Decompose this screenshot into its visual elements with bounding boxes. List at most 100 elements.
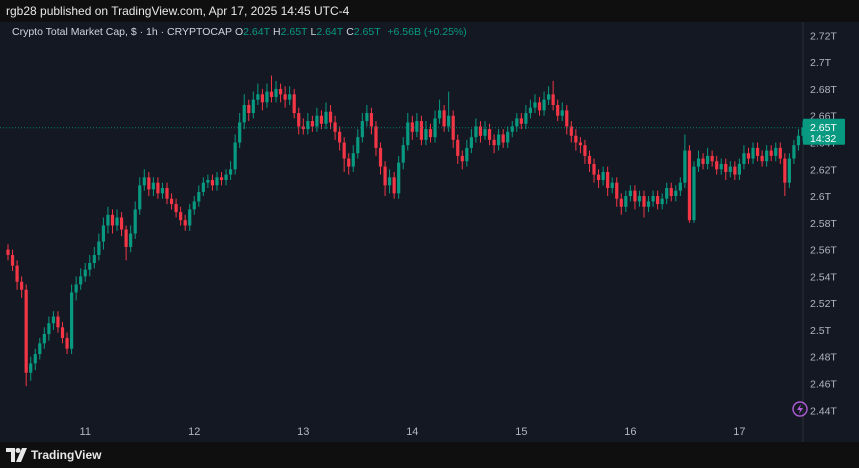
candle-body bbox=[201, 182, 205, 193]
candle-body bbox=[442, 110, 446, 127]
candle-body bbox=[197, 192, 201, 202]
last-price-label: 2.65T bbox=[810, 122, 837, 134]
ohlc-value: 2.64T bbox=[243, 26, 271, 38]
candle-body bbox=[278, 88, 283, 95]
alert-icon[interactable] bbox=[792, 401, 808, 417]
candle-body bbox=[328, 111, 333, 123]
candle-body bbox=[324, 111, 328, 124]
candle-body bbox=[497, 134, 501, 146]
candle-body bbox=[406, 122, 410, 146]
candle-body bbox=[692, 166, 696, 221]
candle-body bbox=[660, 198, 664, 205]
change: +6.56B (+0.25%) bbox=[387, 26, 467, 38]
x-tick-label: 15 bbox=[515, 426, 527, 438]
candle-body bbox=[224, 174, 228, 180]
candle-body bbox=[306, 121, 310, 130]
candle-body bbox=[183, 220, 187, 226]
candle-body bbox=[642, 196, 646, 207]
candle-body bbox=[133, 209, 137, 234]
candle-body bbox=[760, 155, 764, 162]
candle-body bbox=[110, 214, 115, 226]
alert-bolt bbox=[797, 404, 803, 414]
candle-body bbox=[401, 145, 405, 163]
candle-body bbox=[447, 115, 451, 127]
candle-body bbox=[737, 163, 741, 175]
candle-body bbox=[288, 94, 292, 100]
legend: Crypto Total Market Cap, $ · 1h · CRYPTO… bbox=[12, 26, 467, 38]
candle-body bbox=[724, 163, 728, 172]
candle-body bbox=[587, 155, 592, 164]
candle-body bbox=[483, 129, 487, 136]
candle-body bbox=[606, 171, 610, 189]
candle-body bbox=[560, 110, 564, 116]
y-tick-label: 2.68T bbox=[810, 84, 837, 96]
candle-body bbox=[419, 121, 423, 140]
symbol-title: Crypto Total Market Cap, $ · 1h · CRYPTO… bbox=[12, 26, 232, 38]
candle-body bbox=[47, 323, 51, 334]
candle-body bbox=[733, 166, 737, 175]
candle-body bbox=[519, 118, 523, 124]
candle-body bbox=[537, 102, 542, 111]
y-tick-label: 2.48T bbox=[810, 352, 837, 364]
candle-body bbox=[397, 162, 401, 194]
x-tick-label: 13 bbox=[297, 426, 309, 438]
candle-body bbox=[233, 142, 237, 170]
candle-body bbox=[524, 113, 528, 124]
candle-body bbox=[20, 281, 24, 290]
candle-body bbox=[715, 161, 719, 170]
candle-body bbox=[242, 105, 246, 123]
candle-body bbox=[696, 158, 701, 167]
candle-body bbox=[269, 91, 274, 97]
candle-body bbox=[646, 201, 651, 207]
candle-body bbox=[665, 188, 669, 199]
candle-body bbox=[415, 121, 419, 132]
candle-body bbox=[129, 233, 133, 247]
candle-body bbox=[292, 94, 296, 114]
x-tick-label: 17 bbox=[733, 426, 745, 438]
candle-body bbox=[256, 94, 260, 100]
candle-body bbox=[138, 185, 142, 210]
countdown-label: 14:32 bbox=[810, 133, 836, 145]
candle-body bbox=[728, 166, 732, 172]
candle-body bbox=[656, 196, 660, 205]
candle-body bbox=[160, 188, 165, 194]
candle-body bbox=[274, 88, 278, 97]
candle-body bbox=[101, 225, 105, 242]
candle-body bbox=[474, 126, 478, 138]
candle-body bbox=[742, 153, 746, 164]
candle-body bbox=[33, 354, 37, 364]
y-tick-label: 2.5T bbox=[810, 325, 832, 337]
candle-body bbox=[487, 129, 492, 140]
ohlc-value: 2.64T bbox=[316, 26, 344, 38]
x-tick-label: 14 bbox=[406, 426, 418, 438]
candle-body bbox=[119, 217, 124, 230]
y-tick-label: 2.54T bbox=[810, 271, 837, 283]
candle-body bbox=[70, 292, 74, 349]
candle-body bbox=[547, 94, 551, 100]
y-tick-label: 2.56T bbox=[810, 245, 837, 257]
candle-body bbox=[338, 131, 342, 143]
y-tick-label: 2.72T bbox=[810, 30, 837, 42]
candle-body bbox=[365, 113, 369, 122]
candle-body bbox=[596, 174, 601, 180]
candle-body bbox=[106, 214, 110, 226]
candle-body bbox=[678, 182, 682, 191]
candle-body bbox=[265, 91, 269, 103]
candle-body bbox=[179, 212, 183, 221]
candle-body bbox=[669, 188, 673, 197]
candle-body bbox=[169, 198, 174, 205]
candle-body bbox=[83, 269, 87, 277]
candle-body bbox=[247, 105, 251, 114]
candle-body bbox=[142, 177, 146, 186]
candle-body bbox=[15, 265, 19, 282]
candle-body bbox=[6, 249, 10, 255]
candle-body bbox=[506, 131, 510, 143]
y-tick-label: 2.62T bbox=[810, 164, 837, 176]
candle-body bbox=[297, 113, 301, 127]
candle-body bbox=[156, 182, 160, 194]
ohlc-label: L bbox=[310, 26, 317, 38]
candle-body bbox=[755, 147, 760, 156]
candle-body bbox=[79, 276, 83, 285]
footer: TradingView bbox=[0, 442, 859, 468]
candle-body bbox=[188, 209, 192, 226]
